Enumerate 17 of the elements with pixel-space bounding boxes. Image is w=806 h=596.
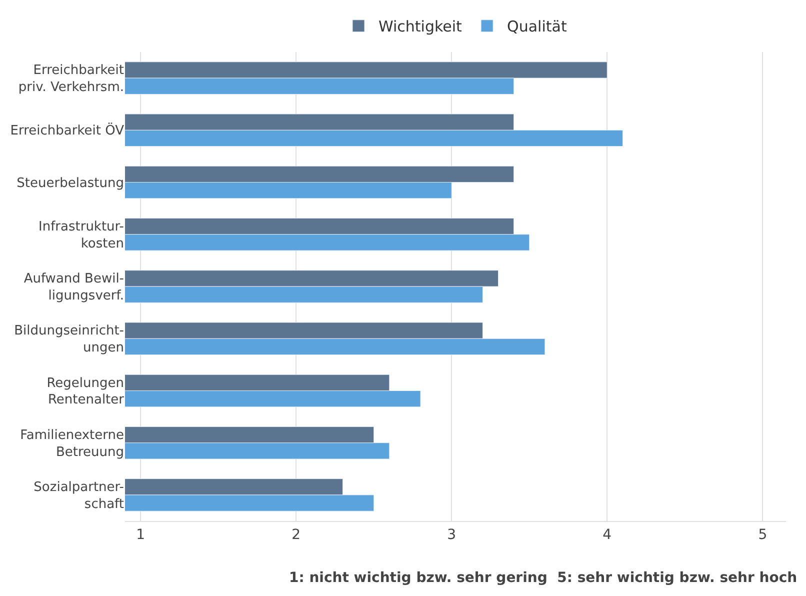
x-tick-label: 1 [136, 526, 146, 543]
x-tick-label: 4 [602, 526, 612, 543]
y-tick-label: Aufwand Bewil- ligungsverf. [24, 272, 124, 304]
y-tick-label: Infrastruktur- kosten [38, 219, 124, 252]
x-tick-label: 5 [758, 526, 768, 543]
y-tick-label: Familienexterne Betreuung [20, 428, 124, 460]
y-tick-label: Erreichbarkeit ÖV [10, 122, 124, 139]
x-tick-label: 3 [447, 526, 456, 543]
y-tick-label: Erreichbarkeit priv. Verkehrsm. [18, 63, 124, 96]
y-tick-label: Bildungseinricht- ungen [14, 324, 124, 356]
text: 1: nicht wichtig bzw. sehr gering 5: sehr wichtig bzw. sehr hoch [289, 570, 798, 586]
x-tick-label: 2 [292, 526, 301, 543]
y-tick-label: Sozialpartner- schaft [34, 480, 124, 512]
legend-label: Qualität [507, 18, 567, 36]
y-tick-label: Regelungen Rentenalter [46, 376, 125, 408]
legend-label: Wichtigkeit [378, 18, 462, 36]
y-tick-label: Steuerbelastung [16, 176, 124, 191]
